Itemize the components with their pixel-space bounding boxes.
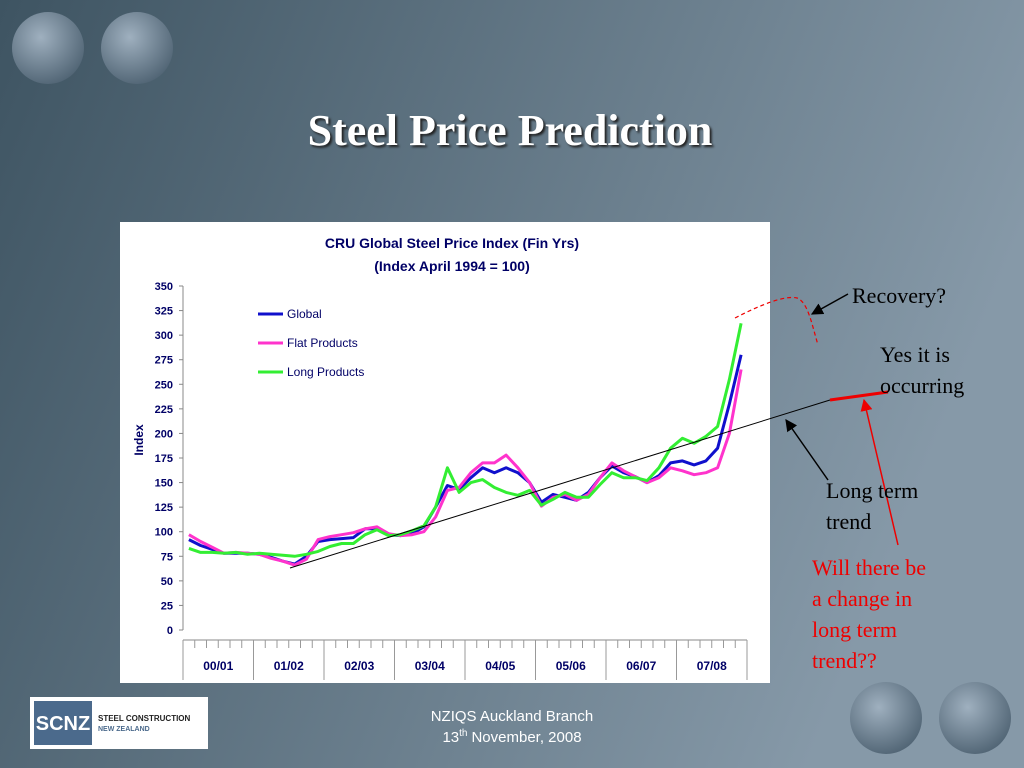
annotations: Recovery? Yes it is occurring Long term tren… [812,283,964,673]
chart-subtitle: (Index April 1994 = 100) [374,258,530,274]
y-tick-label: 200 [155,428,173,440]
legend-label: Global [287,307,322,321]
recovery-curve [734,296,819,346]
y-tick-label: 275 [155,355,173,367]
annotation-text: long term [812,617,897,642]
logo-block [34,701,92,745]
decor-circle [101,12,173,84]
x-tick-label: 00/01 [203,659,233,673]
chart-panel [120,222,770,683]
decor-circle [12,12,84,84]
arrow [785,419,829,481]
series-line [188,369,743,567]
chart-title: CRU Global Steel Price Index (Fin Yrs) [325,235,579,251]
legend-label: Long Products [287,365,364,379]
y-tick-label: 150 [155,478,173,490]
x-tick-label: 04/05 [485,659,515,673]
logo-mark: SCNZ [36,713,90,735]
footer-day: 13 [442,729,459,746]
arrow [810,293,849,315]
annotation-text: a change in [812,586,912,611]
annotation-text: Yes it is [880,342,950,367]
logo-text: NEW ZEALAND [98,726,150,733]
y-tick-label: 125 [155,502,173,514]
footer-date: 13th November, 2008 [442,728,581,746]
decor-circle [939,682,1011,754]
trend-line [289,399,831,569]
y-tick-label: 350 [155,281,173,293]
annotation-text: Will there be [812,555,926,580]
x-tick-label: 05/06 [556,659,586,673]
decor-circle [850,682,922,754]
arrow [860,398,899,546]
footer-rest: November, 2008 [471,729,581,746]
x-tick-label: 01/02 [274,659,304,673]
y-tick-label: 175 [155,453,173,465]
annotation-text: Long term [826,478,918,503]
y-tick-label: 325 [155,306,173,318]
annotation-text: trend?? [812,648,877,673]
x-tick-label: 07/08 [697,659,727,673]
y-tick-label: 100 [155,527,173,539]
series-line [188,322,743,558]
legend-label: Flat Products [287,336,358,350]
x-tick-label: 02/03 [344,659,374,673]
y-tick-label: 0 [167,625,173,637]
x-tick-label: 03/04 [415,659,445,673]
y-axis-label: Index [132,424,146,456]
y-tick-label: 300 [155,330,173,342]
y-tick-label: 25 [161,600,173,612]
chart: CRU Global Steel Price Index (Fin Yrs) (… [132,235,748,680]
y-tick-label: 75 [161,551,173,563]
y-tick-label: 225 [155,404,173,416]
y-tick-label: 50 [161,576,173,588]
annotation-text: occurring [880,373,964,398]
slide-title: Steel Price Prediction [308,106,713,155]
footer-suffix: th [459,728,467,739]
y-tick-label: 250 [155,379,173,391]
logo-text: STEEL CONSTRUCTION [98,714,191,723]
footer-text: NZIQS Auckland Branch [431,708,594,725]
annotation-text: Recovery? [852,283,946,308]
x-tick-label: 06/07 [626,659,656,673]
new-trend-line [829,390,889,402]
annotation-text: trend [826,509,871,534]
